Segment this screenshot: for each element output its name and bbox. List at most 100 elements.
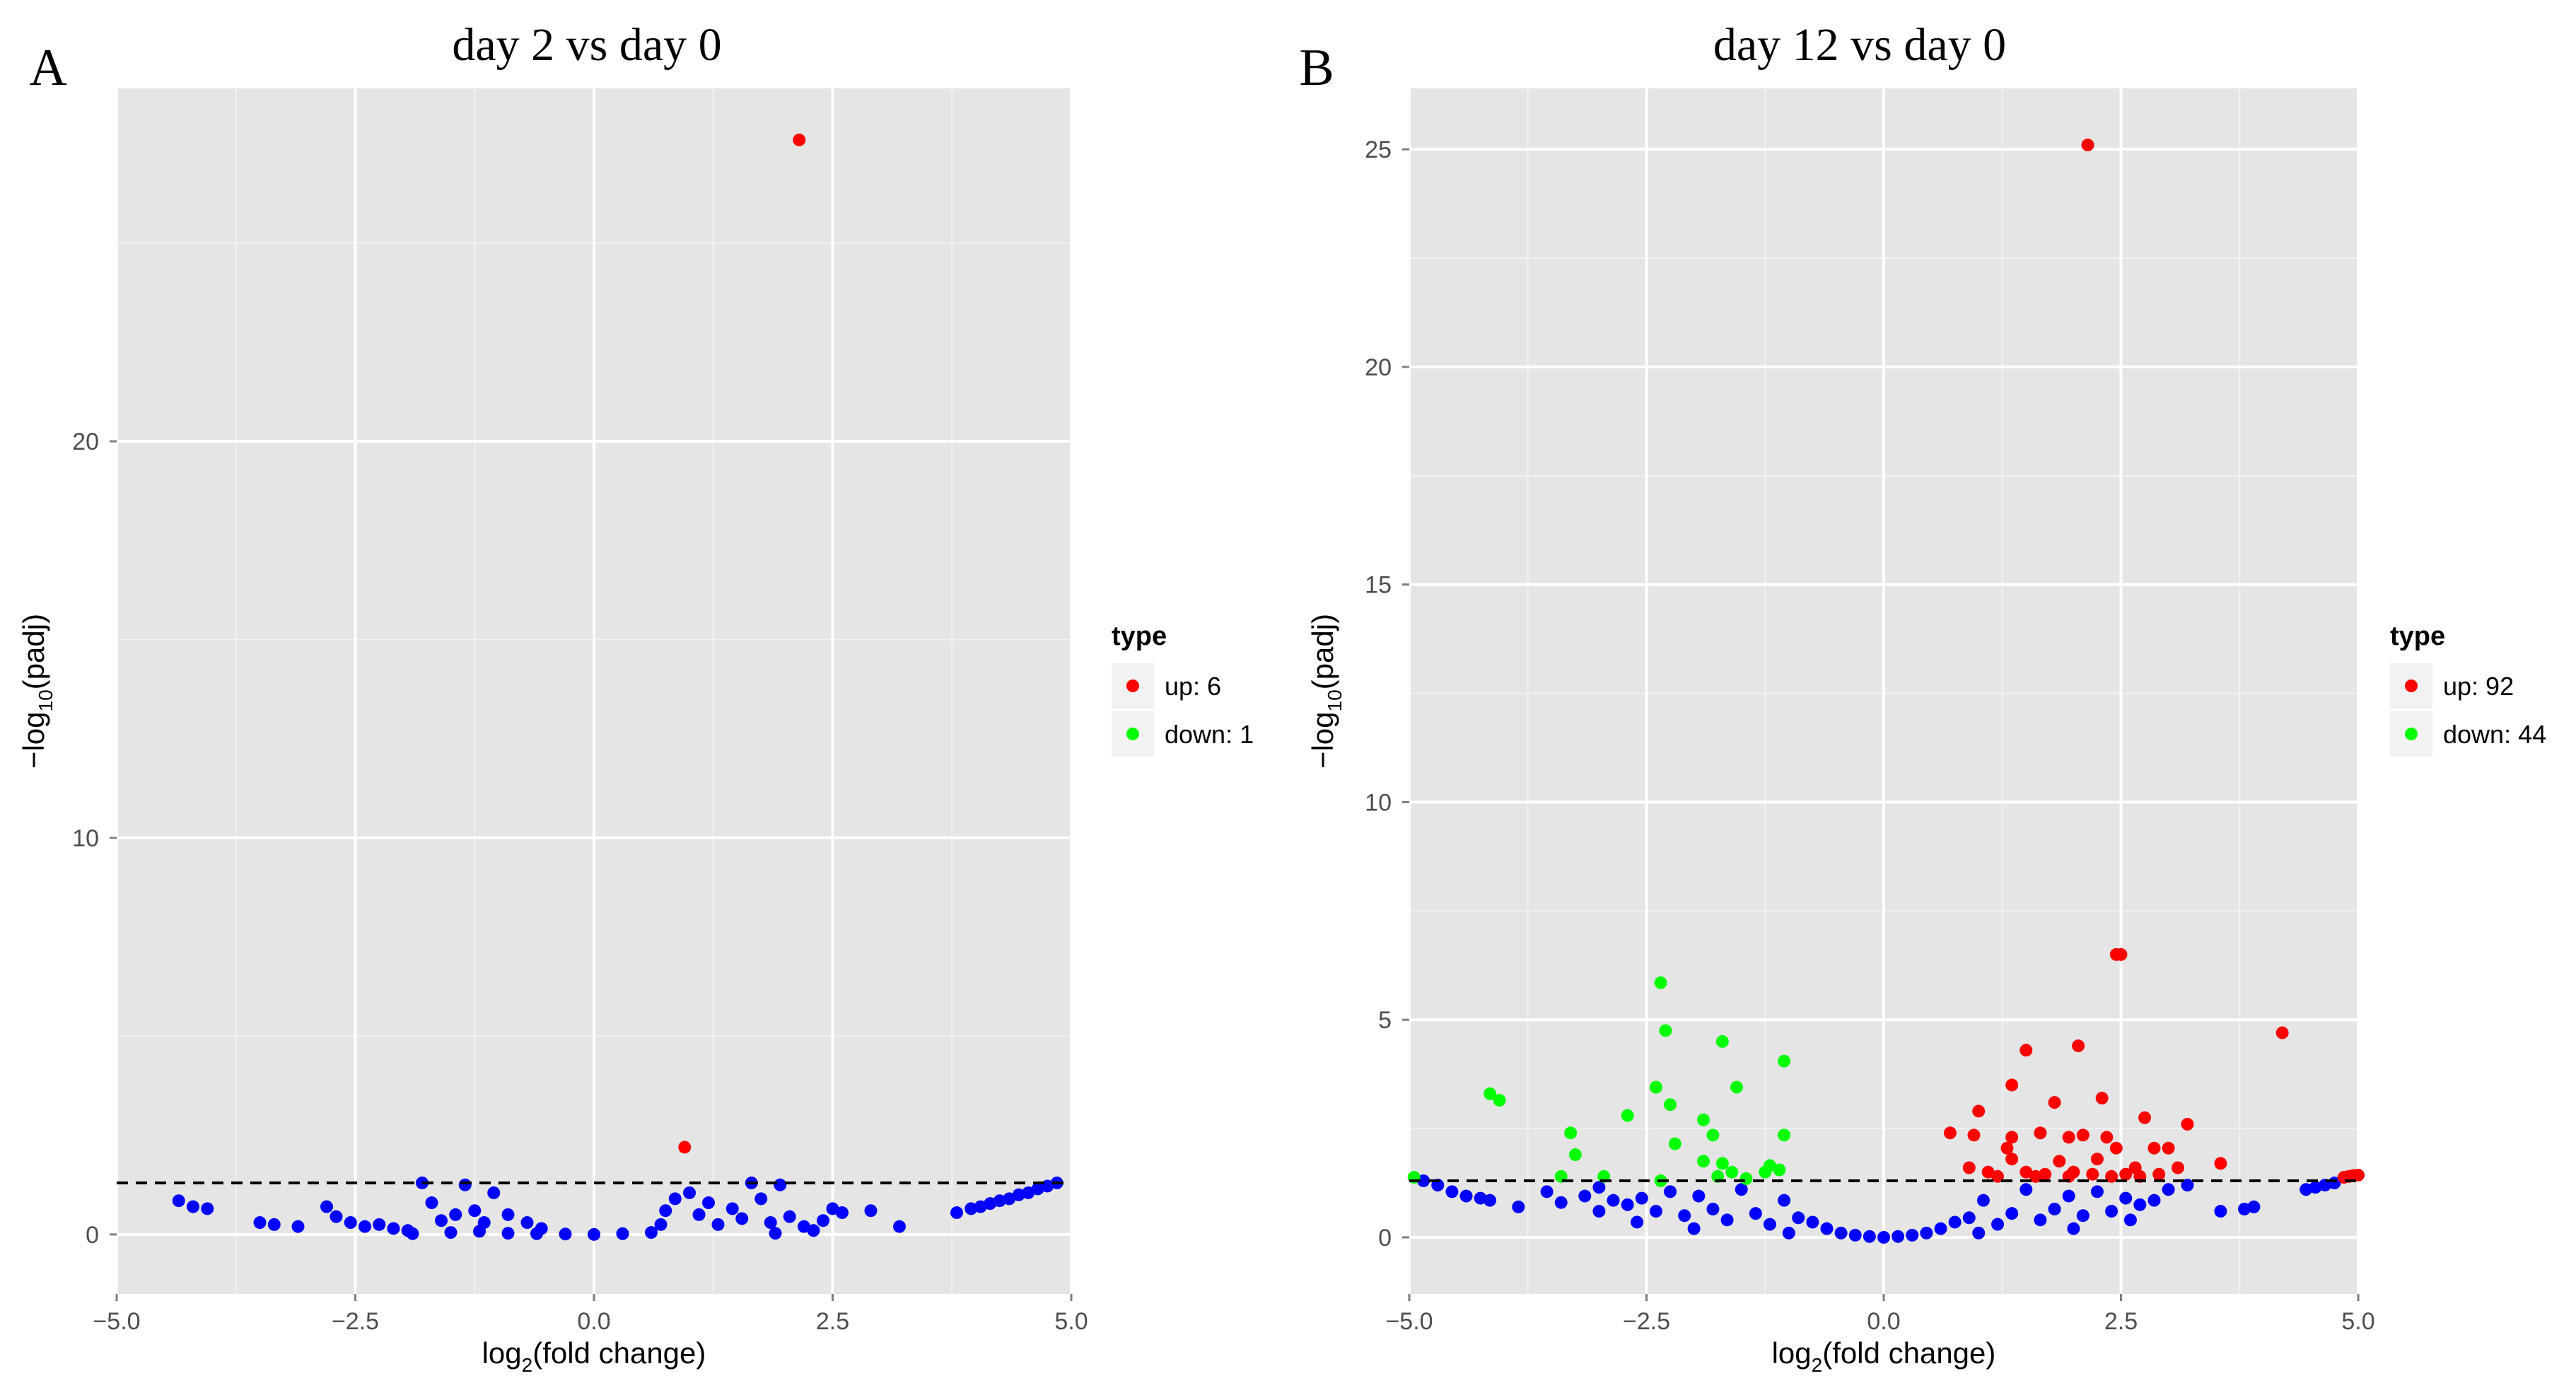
y-tick-label: 20 (72, 428, 99, 455)
data-point-normal (1687, 1222, 1701, 1235)
data-point-normal (2020, 1183, 2033, 1196)
data-point-normal (1948, 1215, 1962, 1229)
x-tick-label: 2.5 (2104, 1308, 2138, 1335)
data-point-normal (1706, 1202, 1720, 1215)
data-point-up (2020, 1165, 2033, 1179)
data-point-normal (2247, 1200, 2261, 1213)
legend-entry-label: down: 44 (2443, 720, 2546, 749)
data-point-normal (2119, 1191, 2133, 1205)
data-point-normal (764, 1216, 777, 1230)
data-point-normal (1022, 1186, 1035, 1199)
data-point-normal (1763, 1218, 1776, 1231)
data-point-normal (616, 1227, 629, 1240)
y-tick-label: 10 (1365, 789, 1392, 816)
data-point-normal (1474, 1191, 1487, 1205)
y-axis-label: −log10(padj) (17, 614, 57, 769)
data-point-up (1991, 1169, 2005, 1183)
chart-title: day 2 vs day 0 (452, 19, 721, 71)
data-point-up (2138, 1111, 2152, 1124)
data-point-normal (1976, 1194, 1990, 1207)
y-axis-label-rest: (padj) (17, 614, 50, 689)
data-point-down (1759, 1165, 1772, 1179)
data-point-normal (458, 1178, 472, 1191)
data-point-up (1962, 1161, 1976, 1174)
data-point-normal (2309, 1181, 2322, 1194)
data-point-normal (1592, 1205, 1606, 1218)
data-point-normal (501, 1208, 515, 1221)
y-axis-label-sub: 10 (1324, 689, 1346, 711)
data-point-normal (1877, 1230, 1890, 1244)
data-point-normal (473, 1225, 486, 1238)
x-tick-label: −5.0 (1385, 1308, 1433, 1335)
data-point-normal (187, 1200, 199, 1213)
data-point-normal (2034, 1213, 2047, 1227)
data-point-down (1730, 1080, 1743, 1094)
data-point-up (1967, 1128, 1981, 1142)
data-point-normal (711, 1218, 725, 1231)
data-point-normal (659, 1204, 672, 1218)
data-point-normal (435, 1214, 448, 1227)
y-tick-label: 15 (1365, 572, 1392, 599)
data-point-normal (1459, 1189, 1473, 1203)
x-tick-label: −2.5 (332, 1308, 379, 1335)
data-point-normal (668, 1192, 682, 1206)
data-point-normal (1631, 1215, 1644, 1229)
legend-key-dot (2405, 679, 2418, 692)
data-point-normal (1607, 1194, 1620, 1207)
data-point-normal (984, 1197, 997, 1211)
x-tick-label: 5.0 (2341, 1308, 2374, 1335)
data-point-normal (1012, 1188, 1025, 1201)
data-point-up (2086, 1167, 2099, 1181)
data-point-normal (725, 1202, 739, 1215)
data-point-up (2095, 1092, 2109, 1105)
data-point-up (1981, 1165, 1995, 1179)
y-axis-label-main: −log (17, 711, 50, 769)
legend-key-dot (1126, 728, 1139, 740)
data-point-normal (817, 1214, 829, 1227)
panel-label: A (29, 39, 66, 97)
data-point-normal (425, 1196, 438, 1210)
data-point-down (1778, 1128, 1791, 1142)
data-point-up (2105, 1169, 2119, 1183)
data-point-up (2039, 1167, 2052, 1181)
data-point-normal (783, 1210, 796, 1223)
data-point-normal (253, 1216, 267, 1230)
data-point-down (1564, 1126, 1578, 1140)
data-point-normal (2067, 1222, 2080, 1235)
data-point-normal (1848, 1228, 1862, 1242)
data-point-up (678, 1141, 692, 1154)
data-point-up (793, 133, 806, 146)
data-point-normal (559, 1227, 572, 1241)
data-point-normal (1749, 1207, 1762, 1220)
data-point-normal (1664, 1185, 1677, 1198)
data-point-up (2162, 1141, 2175, 1155)
data-point-normal (2123, 1213, 2137, 1227)
data-point-normal (1512, 1200, 1525, 1213)
data-point-up (2172, 1161, 2185, 1174)
data-point-up (2114, 947, 2128, 961)
data-point-normal (1820, 1222, 1834, 1235)
data-point-normal (2237, 1202, 2251, 1215)
data-point-normal (1678, 1209, 1691, 1223)
data-point-normal (320, 1200, 333, 1213)
data-point-normal (373, 1218, 386, 1231)
data-point-normal (2105, 1205, 2119, 1218)
data-point-normal (1031, 1182, 1044, 1196)
y-tick-label: 25 (1365, 136, 1392, 163)
data-point-normal (1003, 1192, 1016, 1206)
data-point-down (1664, 1098, 1677, 1112)
data-point-normal (836, 1206, 849, 1220)
data-point-normal (1592, 1181, 1606, 1194)
legend-title: type (1112, 622, 1167, 651)
x-tick-label: 2.5 (816, 1308, 849, 1335)
panel-b: −5.0 −2.5 0.0 2.5 5.0 0 5 10 15 20 25 day 12 vs day… (1299, 19, 2546, 1376)
data-point-up (2005, 1153, 2019, 1166)
data-point-normal (807, 1224, 820, 1237)
data-point-up (2181, 1117, 2194, 1131)
data-point-normal (449, 1208, 462, 1221)
data-point-normal (692, 1208, 706, 1221)
data-point-down (1697, 1113, 1710, 1126)
y-axis-label-main: −log (1306, 711, 1339, 769)
data-point-normal (1906, 1228, 1919, 1242)
data-point-normal (520, 1216, 534, 1230)
